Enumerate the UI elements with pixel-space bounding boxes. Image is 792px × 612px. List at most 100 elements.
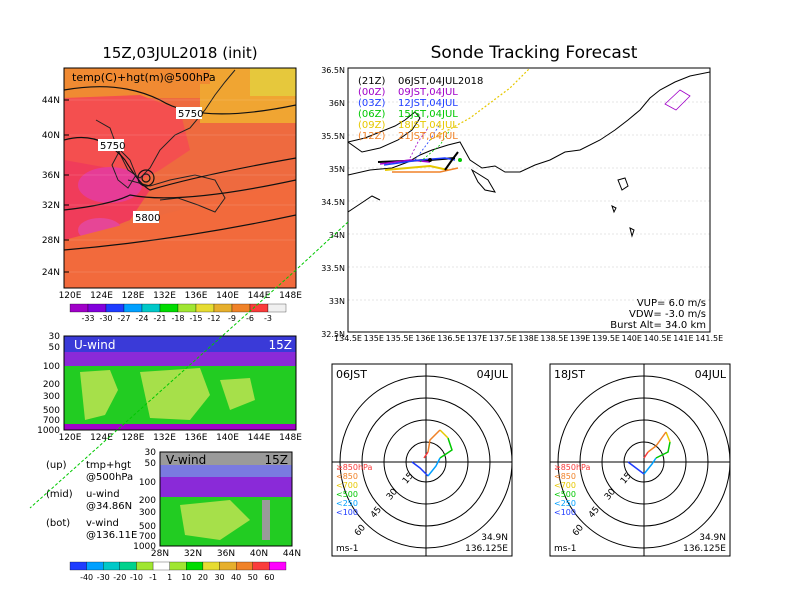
colorbar-label: 1: [167, 573, 172, 582]
colorbar-swatch: [169, 561, 187, 571]
hodograph-segment: [427, 429, 441, 453]
contour-label: 5800: [135, 213, 160, 224]
temp-map-lon-ticks: 120E 124E 128E 132E 136E 140E 144E 148E: [59, 291, 303, 301]
connector-line: [297, 221, 349, 269]
polar-level-label: <250: [336, 499, 358, 508]
polar-time: 06JST: [336, 368, 367, 381]
legend-text: 12JST,04JUL: [398, 98, 458, 109]
lat-tick-label: 36.5N: [321, 66, 345, 75]
colorbar-swatch: [267, 303, 287, 313]
track-map-frame: [347, 67, 711, 333]
lat-tick-label: 44N: [42, 96, 60, 106]
lat-tick-label: 44N: [283, 549, 301, 559]
colorbar-swatch: [86, 561, 104, 571]
colorbar-label: 50: [248, 573, 258, 582]
colorbar-swatch: [152, 561, 170, 571]
lon-tick-label: 136.5E: [437, 334, 465, 343]
colorbar-label: 10: [181, 573, 191, 582]
polar-panel-left: 06JST 04JUL34.9N136.125Ems-115304560≥850h…: [331, 363, 513, 557]
lat-tick-label: 36N: [217, 549, 235, 559]
colorbar-swatch: [252, 561, 270, 571]
pressure-tick-label: 500: [139, 522, 156, 532]
track-map-lat-ticks: 36.5N 36N 35.5N 35N 34.5N 34N 33.5N 33N 32.5N: [321, 66, 345, 339]
colorbar-label: -24: [135, 314, 148, 323]
colorbar-label: -18: [171, 314, 184, 323]
lon-tick-label: 132E: [153, 433, 176, 443]
uwind-lon-ticks: 120E 124E 128E 132E 136E 140E 144E 148E: [59, 433, 303, 443]
pressure-tick-label: 700: [43, 416, 60, 426]
colorbar-label: -30: [97, 573, 110, 582]
lon-tick-label: 135E: [364, 334, 384, 343]
lon-tick-label: 136E: [185, 433, 208, 443]
note-text: @500hPa: [86, 472, 133, 483]
temp-map-lat-ticks: 44N 40N 36N 32N 28N 24N: [42, 96, 69, 278]
polar-level-label: <100: [336, 508, 358, 517]
colorbar-swatch: [141, 303, 161, 313]
hodograph-segment: [655, 441, 671, 459]
contour-label-bg: [176, 107, 202, 119]
lon-tick-label: 134.5E: [334, 334, 362, 343]
hodograph-segment: [439, 437, 453, 459]
lat-tick-label: 40N: [250, 549, 268, 559]
colorbar-swatch: [269, 561, 287, 571]
colorbar-swatch: [159, 303, 179, 313]
lat-tick-label: 33N: [329, 297, 345, 306]
uwind-panel: [64, 336, 296, 430]
lon-tick-label: 148E: [279, 433, 302, 443]
hodograph-segment: [643, 451, 649, 459]
colorbar-swatch: [119, 561, 137, 571]
vwind-panel: [160, 452, 292, 546]
legend-code: (03Z): [358, 98, 385, 109]
colorbar-label: -27: [117, 314, 130, 323]
lon-tick-label: 144E: [248, 433, 271, 443]
pressure-tick-label: 1000: [37, 426, 60, 436]
track-legend: (21Z) 06JST,04JUL2018 (00Z) 09JST,04JUL (03Z…: [358, 76, 483, 142]
vdw-text: VDW= -3.0 m/s: [629, 309, 706, 320]
temp-map-label: temp(C)+hgt(m)@500hPa: [72, 71, 216, 84]
lon-tick-label: 132E: [153, 291, 176, 301]
polar-time: 18JST: [554, 368, 585, 381]
uwind-label: U-wind: [74, 338, 115, 352]
legend-text: 09JST,04JUL: [398, 87, 458, 98]
pressure-tick-label: 100: [43, 362, 60, 372]
lon-tick-label: 120E: [59, 433, 82, 443]
lat-tick-label: 35N: [329, 165, 345, 174]
polar-date: 04JUL: [695, 368, 727, 381]
note-text: tmp+hgt: [86, 460, 131, 471]
colorbar-swatch: [136, 561, 154, 571]
right-title: Sonde Tracking Forecast: [431, 43, 638, 63]
polar-unit: ms-1: [554, 544, 576, 554]
colorbar-label: -10: [130, 573, 143, 582]
temp-map-frame: [63, 67, 297, 289]
polar-lon: 136.125E: [683, 544, 726, 554]
uwind-time: 15Z: [269, 338, 293, 352]
lon-tick-label: 138.5E: [540, 334, 568, 343]
lon-tick-label: 140E: [216, 433, 239, 443]
legend-code: (00Z): [358, 87, 385, 98]
hodograph-segment: [427, 457, 441, 477]
colorbar-label: -12: [207, 314, 220, 323]
burst-text: Burst Alt= 34.0 km: [610, 320, 706, 331]
pressure-tick-label: 300: [43, 392, 60, 402]
note-tag: (bot): [46, 518, 70, 529]
colorbar-swatch: [186, 561, 204, 571]
colorbar-swatch: [236, 561, 253, 571]
colorbar-swatch: [87, 303, 107, 313]
colorbar-swatch: [213, 303, 233, 313]
lat-tick-label: 33.5N: [321, 264, 345, 273]
hodograph-segment: [647, 431, 667, 453]
polar-date: 04JUL: [477, 368, 509, 381]
legend-text: 18JST,04JUL: [398, 120, 458, 131]
hodograph-segment: [411, 461, 429, 477]
polar-level-label: <700: [554, 481, 576, 490]
colorbar-swatch: [123, 303, 143, 313]
lon-tick-label: 144E: [248, 291, 271, 301]
lat-tick-label: 28N: [42, 236, 60, 246]
lat-tick-label: 24N: [42, 268, 60, 278]
pressure-tick-label: 700: [139, 532, 156, 542]
colorbar-swatch: [69, 561, 87, 571]
main-title: 15Z,03JUL2018 (init): [102, 44, 257, 62]
pressure-tick-label: 300: [139, 508, 156, 518]
polar-level-label: ≥850hPa: [554, 463, 591, 472]
polar-lon: 136.125E: [465, 544, 508, 554]
